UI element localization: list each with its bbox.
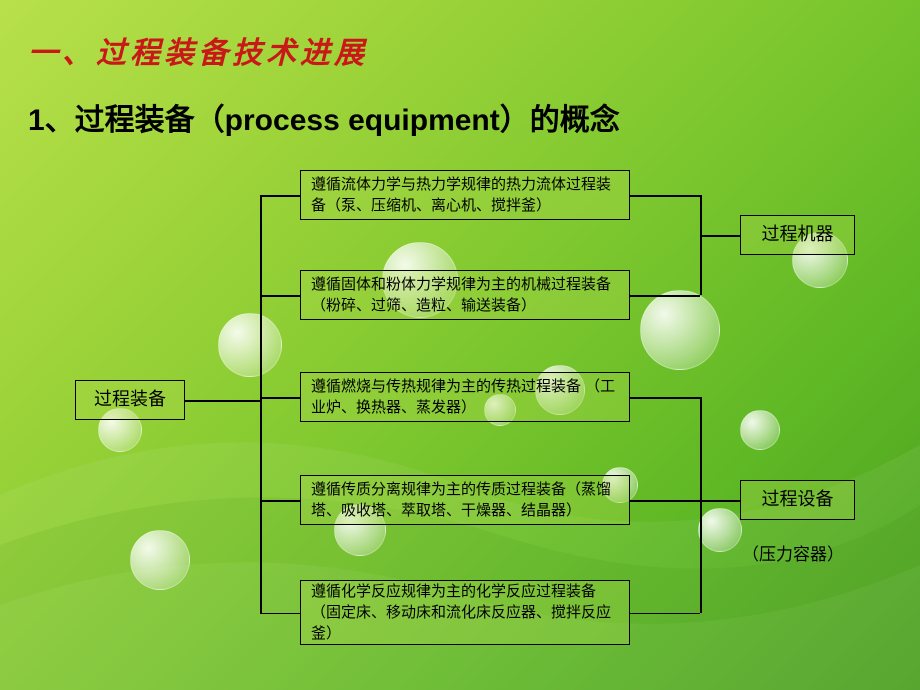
middle-box-3: 遵循传质分离规律为主的传质过程装备（蒸馏塔、吸收塔、萃取塔、干燥器、结晶器） [300,475,630,525]
connector-line [260,500,300,502]
middle-text-2: 遵循燃烧与传热规律为主的传热过程装备 （工业炉、换热器、蒸发器） [311,376,619,418]
middle-text-1: 遵循固体和粉体力学规律为主的机械过程装备（粉碎、过筛、造粒、输送装备） [311,274,619,316]
connector-line [185,400,260,402]
middle-box-0: 遵循流体力学与热力学规律的热力流体过程装备（泵、压缩机、离心机、搅拌釜） [300,170,630,220]
concept-diagram: 过程装备 遵循流体力学与热力学规律的热力流体过程装备（泵、压缩机、离心机、搅拌釜… [0,160,920,690]
connector-line [630,397,700,399]
annotation-text: （压力容器） [742,540,844,565]
connector-line [260,195,300,197]
middle-box-4: 遵循化学反应规律为主的化学反应过程装备（固定床、移动床和流化床反应器、搅拌反应釜… [300,580,630,645]
connector-line [700,500,740,502]
connector-line [260,397,300,399]
connector-line [630,195,700,197]
right-box-1: 过程设备 [740,480,855,520]
root-label: 过程装备 [94,387,166,412]
root-node: 过程装备 [75,380,185,420]
connector-line [630,295,700,297]
connector-line [630,500,700,502]
sub-title: 1、过程装备（process equipment）的概念 [28,95,620,139]
section-title: 一、过程装备技术进展 [28,28,368,72]
connector-line [700,397,702,613]
connector-line [260,295,300,297]
middle-text-0: 遵循流体力学与热力学规律的热力流体过程装备（泵、压缩机、离心机、搅拌釜） [311,174,619,216]
right-text-1: 过程设备 [762,487,834,512]
middle-box-1: 遵循固体和粉体力学规律为主的机械过程装备（粉碎、过筛、造粒、输送装备） [300,270,630,320]
connector-line [630,613,700,615]
connector-line [700,235,740,237]
middle-text-4: 遵循化学反应规律为主的化学反应过程装备（固定床、移动床和流化床反应器、搅拌反应釜… [311,581,619,644]
right-box-0: 过程机器 [740,215,855,255]
right-text-0: 过程机器 [762,222,834,247]
middle-text-3: 遵循传质分离规律为主的传质过程装备（蒸馏塔、吸收塔、萃取塔、干燥器、结晶器） [311,479,619,521]
connector-line [700,195,702,295]
connector-line [260,195,262,613]
connector-line [260,613,300,615]
middle-box-2: 遵循燃烧与传热规律为主的传热过程装备 （工业炉、换热器、蒸发器） [300,372,630,422]
